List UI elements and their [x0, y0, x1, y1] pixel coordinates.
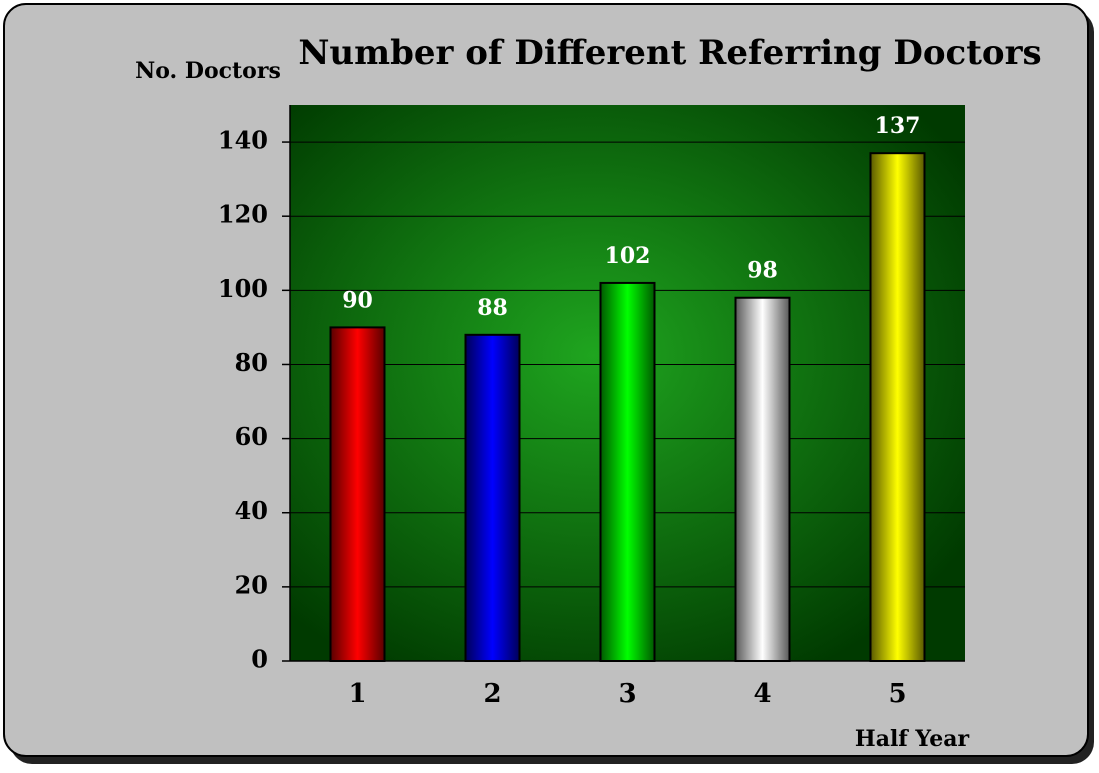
y-axis-label: No. Doctors — [135, 58, 281, 84]
x-axis-label: Half Year — [855, 726, 970, 752]
y-tick-label: 80 — [235, 348, 268, 377]
chart-title: Number of Different Referring Doctors — [298, 33, 1041, 73]
value-label: 90 — [342, 287, 373, 313]
x-tick-label: 1 — [348, 679, 366, 709]
y-tick-label: 20 — [235, 570, 268, 599]
x-tick-label: 3 — [618, 679, 636, 709]
x-tick-label: 5 — [888, 679, 906, 709]
y-tick-label: 0 — [251, 645, 268, 674]
value-label: 102 — [605, 243, 651, 269]
y-tick-label: 140 — [218, 126, 268, 155]
x-tick-label: 2 — [483, 679, 501, 709]
y-tick-label: 60 — [235, 422, 268, 451]
x-tick-label: 4 — [753, 679, 771, 709]
value-label: 137 — [875, 113, 921, 139]
y-tick-label: 40 — [235, 496, 268, 525]
bar — [869, 152, 926, 662]
y-tick-label: 100 — [218, 274, 268, 303]
y-tick-label: 120 — [218, 200, 268, 229]
bar — [734, 296, 791, 662]
value-label: 98 — [747, 258, 778, 284]
bar — [464, 333, 521, 662]
value-label: 88 — [477, 295, 508, 321]
bar — [599, 281, 656, 662]
bar — [329, 326, 386, 662]
